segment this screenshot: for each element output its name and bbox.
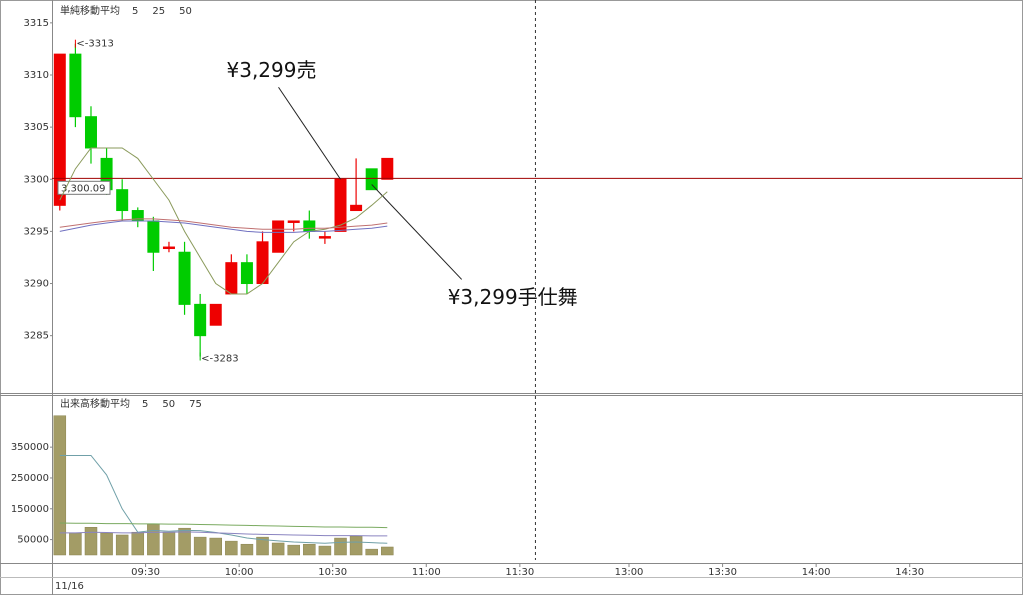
volume-bar bbox=[334, 537, 347, 556]
volume-bar bbox=[178, 527, 191, 556]
y-tick-label: 3290 bbox=[24, 279, 49, 290]
moving-average bbox=[59, 220, 388, 233]
x-tick-label: 13:30 bbox=[708, 567, 737, 578]
candle-body bbox=[240, 262, 253, 285]
y-tick-label: 350000 bbox=[11, 442, 49, 453]
price-label-box bbox=[57, 180, 111, 195]
candle-body bbox=[303, 220, 316, 232]
date-label: 11/16 bbox=[55, 581, 84, 592]
volume-bar bbox=[349, 535, 363, 556]
candle-body bbox=[225, 262, 238, 295]
volume-bar bbox=[303, 543, 316, 556]
annotation-arrow bbox=[371, 184, 463, 280]
x-tick-label: 11:30 bbox=[505, 567, 534, 578]
y-tick-label: 3300 bbox=[24, 174, 49, 185]
x-tick-label: 13:00 bbox=[615, 567, 644, 578]
volume-bar bbox=[69, 532, 82, 556]
legend-entry: 75 bbox=[189, 399, 202, 410]
volume-bar bbox=[209, 537, 222, 556]
candle-body bbox=[53, 53, 66, 206]
candle-body bbox=[69, 53, 82, 118]
candle-body bbox=[84, 116, 97, 149]
volume-bar bbox=[100, 532, 113, 556]
moving-average bbox=[59, 522, 388, 529]
annotation-arrow bbox=[278, 86, 341, 180]
volume-bar bbox=[225, 540, 238, 556]
candle-body bbox=[194, 303, 207, 337]
y-tick-label: 3310 bbox=[24, 70, 49, 81]
x-tick-label: 10:00 bbox=[225, 567, 254, 578]
volume-bar bbox=[84, 527, 98, 556]
volume-bar bbox=[318, 545, 332, 556]
candle-body bbox=[209, 303, 222, 326]
moving-average bbox=[59, 218, 388, 230]
volume-bar bbox=[240, 543, 254, 556]
volume-bar bbox=[162, 531, 176, 556]
legend-title: 単純移動平均 bbox=[60, 4, 120, 17]
legend-entry: 5 bbox=[142, 399, 148, 410]
candle-body bbox=[147, 220, 160, 253]
candle-body bbox=[318, 236, 331, 239]
candle-body bbox=[162, 246, 175, 250]
y-tick-label: 50000 bbox=[17, 535, 49, 546]
annotation: ¥3,299売 bbox=[227, 58, 317, 82]
y-tick-label: 3305 bbox=[24, 122, 49, 133]
candle-body bbox=[287, 220, 300, 223]
legend-entry: 5 bbox=[132, 6, 138, 17]
candle-body bbox=[256, 241, 269, 285]
volume-bar bbox=[381, 546, 394, 556]
x-tick-label: 14:00 bbox=[802, 567, 831, 578]
x-tick-label: 14:30 bbox=[895, 567, 924, 578]
moving-average bbox=[59, 454, 388, 544]
volume-bar bbox=[147, 523, 160, 556]
candle-body bbox=[350, 204, 363, 212]
volume-bar bbox=[115, 534, 129, 556]
y-tick-label: 3295 bbox=[24, 226, 49, 237]
legend-title: 出来高移動平均 bbox=[60, 397, 130, 410]
volume-bar bbox=[53, 415, 67, 556]
candle-body bbox=[365, 168, 378, 191]
moving-average bbox=[59, 531, 388, 537]
y-tick-label: 250000 bbox=[11, 473, 49, 484]
volume-bar bbox=[193, 536, 207, 556]
candle-body bbox=[178, 251, 191, 305]
price-label: 3,300.09 bbox=[61, 183, 106, 194]
x-tick-label: 11:00 bbox=[412, 567, 441, 578]
x-tick-label: 10:30 bbox=[318, 567, 347, 578]
candle-body bbox=[381, 157, 394, 180]
candle-body bbox=[272, 220, 285, 253]
y-tick-label: 3285 bbox=[24, 331, 49, 342]
volume-bar bbox=[365, 548, 378, 556]
volume-bar bbox=[131, 531, 145, 556]
x-tick-label: 09:30 bbox=[131, 567, 160, 578]
extreme-marker: <-3313 bbox=[76, 39, 113, 50]
legend-entry: 50 bbox=[179, 6, 192, 17]
annotation: ¥3,299手仕舞 bbox=[448, 285, 578, 309]
moving-average bbox=[59, 147, 388, 295]
y-tick-label: 3315 bbox=[24, 18, 49, 29]
volume-bar bbox=[271, 542, 285, 556]
volume-bar bbox=[256, 536, 269, 556]
legend-entry: 25 bbox=[152, 6, 165, 17]
legend-entry: 50 bbox=[162, 399, 175, 410]
volume-bar bbox=[287, 544, 300, 556]
y-tick-label: 150000 bbox=[11, 504, 49, 515]
candle-body bbox=[116, 189, 129, 212]
extreme-marker: <-3283 bbox=[201, 354, 238, 365]
